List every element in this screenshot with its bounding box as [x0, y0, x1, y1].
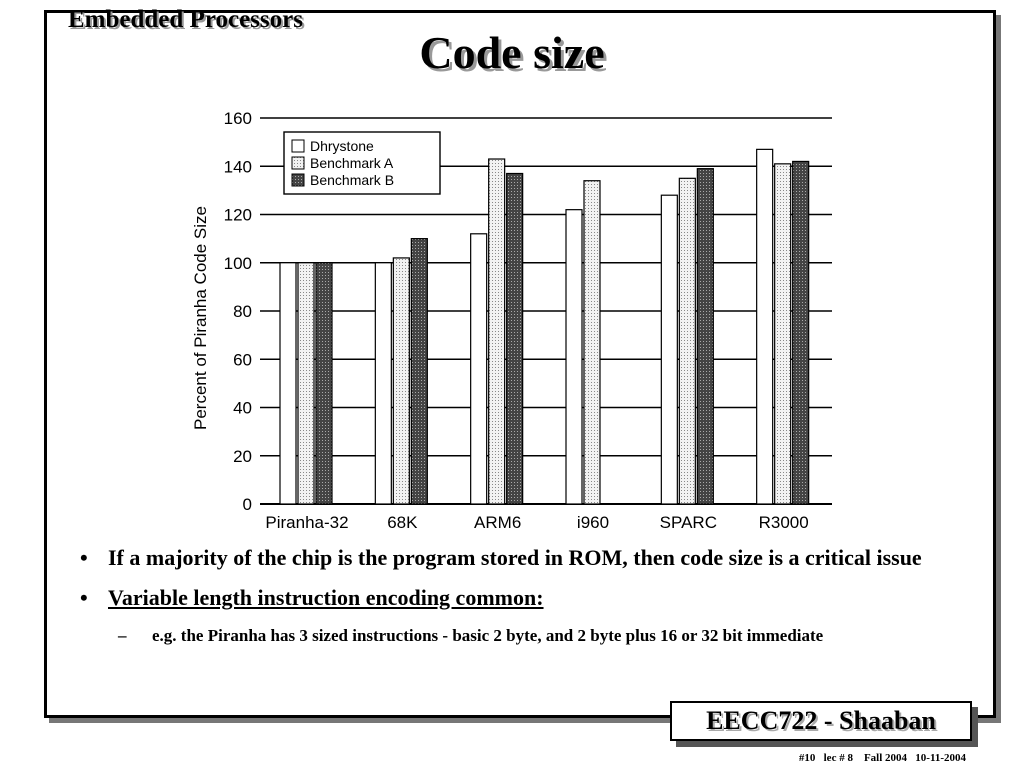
x-category-label: 68K — [387, 513, 418, 532]
chart-bars — [279, 148, 810, 505]
y-tick-label: 100 — [224, 254, 252, 273]
footer-course: EECC722 - Shaaban — [670, 701, 972, 741]
y-tick-label: 20 — [233, 447, 252, 466]
bar-benchmark-b — [696, 168, 714, 505]
y-tick-label: 160 — [224, 109, 252, 128]
bullet-mark: • — [80, 585, 88, 610]
y-tick-label: 80 — [233, 302, 252, 321]
bullet-mark: • — [80, 545, 88, 570]
x-category-label: Piranha-32 — [265, 513, 348, 532]
legend-label: Benchmark A — [310, 155, 394, 171]
bar-dhrystone — [279, 262, 297, 505]
y-tick-label: 0 — [243, 495, 252, 514]
bar-dhrystone — [565, 209, 583, 505]
bar-dhrystone — [660, 194, 678, 505]
y-tick-label: 140 — [224, 157, 252, 176]
legend-swatch — [291, 139, 305, 153]
bar-benchmark-a — [488, 158, 506, 505]
bar-benchmark-b — [315, 262, 333, 505]
sub-bullet-item: – e.g. the Piranha has 3 sized instructi… — [118, 622, 940, 649]
section-title: Embedded Processors — [68, 6, 303, 33]
legend-swatch — [291, 156, 305, 170]
y-tick-label: 40 — [233, 399, 252, 418]
bar-dhrystone — [470, 233, 488, 505]
bar-dhrystone — [756, 148, 774, 505]
x-category-label: ARM6 — [474, 513, 521, 532]
bullet-text: Variable length instruction encoding com… — [108, 585, 544, 610]
bar-benchmark-b — [410, 238, 428, 505]
x-category-label: i960 — [577, 513, 609, 532]
bullet-item-code-size: • If a majority of the chip is the progr… — [80, 542, 940, 574]
y-tick-label: 120 — [224, 206, 252, 225]
legend-label: Benchmark B — [310, 172, 394, 188]
code-size-bar-chart: 0 20 40 60 80 100 120 140 160 Piranha-32 68K ARM6 i9… — [191, 109, 832, 532]
legend-swatch — [291, 173, 305, 187]
bar-benchmark-b — [506, 172, 524, 505]
bar-benchmark-a — [678, 177, 696, 505]
x-category-label: R3000 — [759, 513, 809, 532]
bar-benchmark-b — [792, 160, 810, 505]
x-category-label: SPARC — [660, 513, 717, 532]
bar-benchmark-a — [774, 163, 792, 505]
bullet-item-variable-length: • Variable length instruction encoding c… — [80, 582, 940, 614]
sub-bullet-mark: – — [118, 626, 127, 645]
y-tick-label: 60 — [233, 350, 252, 369]
bar-dhrystone — [374, 262, 392, 505]
bar-benchmark-a — [583, 180, 601, 505]
footer-info: #10 lec # 8 Fall 2004 10-11-2004 — [798, 752, 966, 764]
y-axis-label: Percent of Piranha Code Size — [191, 206, 210, 430]
legend-label: Dhrystone — [310, 138, 374, 154]
bullet-text: If a majority of the chip is the program… — [108, 545, 922, 570]
legend-box — [283, 131, 441, 195]
bullet-list: • If a majority of the chip is the progr… — [80, 542, 940, 649]
sub-bullet-text: e.g. the Piranha has 3 sized instruction… — [152, 626, 824, 645]
slide-title: Code size — [419, 27, 605, 78]
chart-axes: 0 20 40 60 80 100 120 140 160 Piranha-32 68K ARM6 i9… — [224, 109, 809, 532]
bar-benchmark-a — [392, 257, 410, 505]
bar-benchmark-a — [297, 262, 315, 505]
